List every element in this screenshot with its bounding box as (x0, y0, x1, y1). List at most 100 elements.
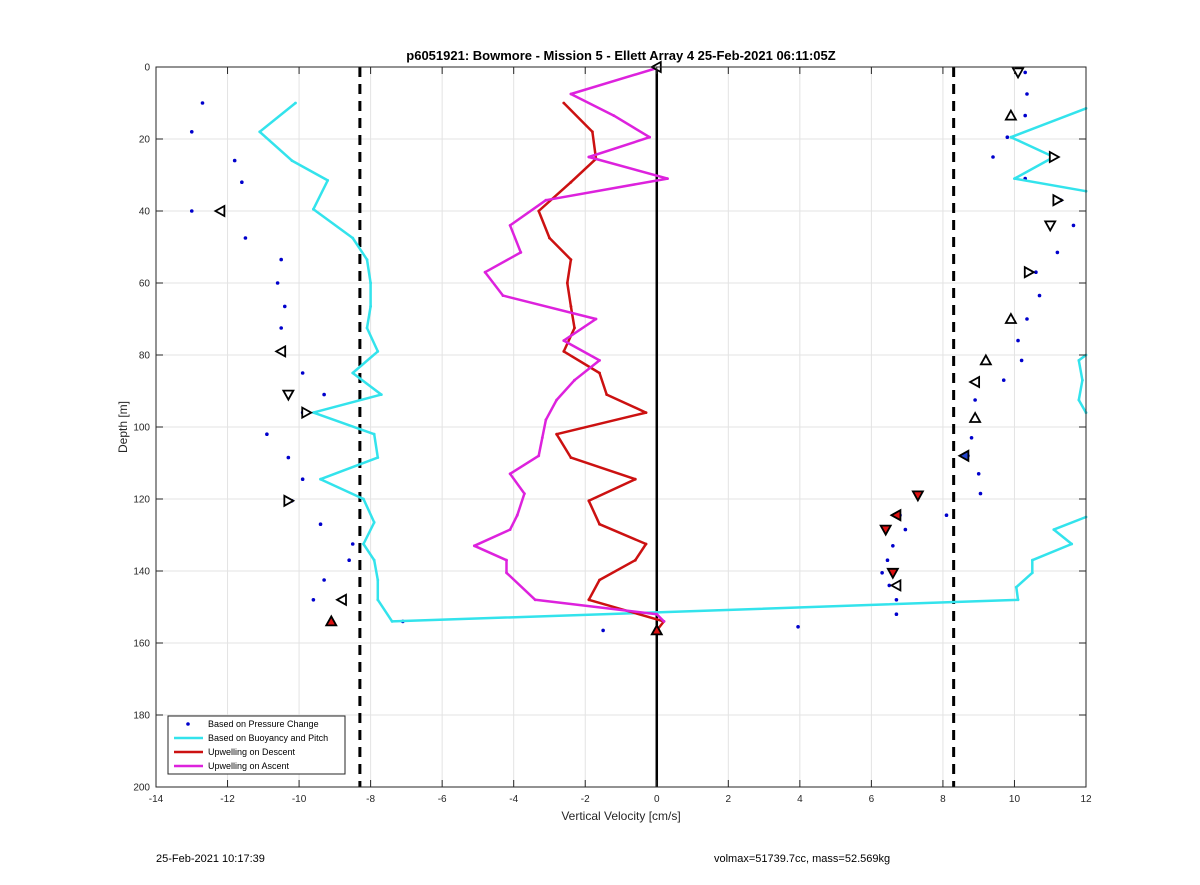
line-vertex (655, 612, 659, 616)
y-tick-label: 0 (144, 63, 150, 74)
data-point (1037, 293, 1042, 298)
line-vertex (501, 294, 505, 297)
line-vertex (598, 371, 601, 375)
marker-triangle (274, 344, 287, 358)
line-vertex (508, 224, 512, 227)
line-vertex (311, 207, 315, 211)
marker-triangle (301, 406, 314, 420)
legend: Based on Pressure Change Based on Buoyanc… (167, 715, 346, 775)
data-point (969, 436, 974, 440)
line-vertex (376, 578, 380, 582)
line-vertex (633, 477, 637, 481)
line-vertex (372, 432, 376, 436)
series-line (258, 102, 1087, 623)
marker-triangle (968, 411, 982, 423)
data-point (275, 281, 280, 285)
footer-summary: volmax=51739.7cc, mass=52.569kg (714, 853, 891, 865)
line-vertex (562, 101, 566, 105)
line-vertex (258, 130, 262, 134)
data-point (944, 513, 949, 517)
data-point (300, 477, 305, 482)
marker-triangle (968, 375, 981, 389)
marker-triangle (324, 614, 338, 627)
axes: -14 -12 -10 -8 -6 -4 -2 0 2 4 6 8 10 1202040608010012… (133, 63, 1092, 806)
x-tick-label: 8 (940, 794, 946, 805)
series-markers (213, 60, 1065, 636)
marker-triangle (283, 494, 296, 508)
series-upwelling-on-descent (537, 101, 666, 632)
line-vertex (372, 521, 376, 524)
line-vertex (555, 398, 559, 402)
data-point (796, 625, 800, 629)
line-vertex (369, 281, 373, 285)
marker-triangle (889, 578, 902, 592)
data-point (282, 304, 287, 309)
line-vertex (326, 179, 330, 182)
line-vertex (1030, 571, 1034, 575)
line-vertex (362, 542, 365, 546)
data-point (880, 571, 884, 575)
line-vertex (644, 542, 648, 546)
line-vertex (533, 598, 537, 602)
line-vertex (587, 499, 591, 503)
y-tick-label: 40 (139, 207, 151, 218)
line-vertex (390, 620, 394, 623)
data-point (243, 236, 248, 240)
data-point (286, 455, 291, 460)
y-tick-label: 180 (133, 711, 150, 722)
line-vertex (594, 317, 598, 321)
line-vertex (311, 411, 315, 414)
data-point (973, 398, 977, 402)
y-tick-label: 100 (133, 423, 150, 434)
line-vertex (544, 418, 548, 422)
line-vertex (569, 180, 573, 184)
marker-triangle (911, 490, 925, 503)
line-vertex (1070, 542, 1074, 546)
data-point (903, 527, 908, 532)
marker-triangle (213, 204, 226, 218)
legend-label: Upwelling on Ascent (208, 761, 290, 771)
line-vertex (376, 598, 380, 602)
x-tick-label: -4 (509, 794, 518, 805)
data-point (265, 432, 269, 437)
data-point (350, 542, 355, 546)
line-vertex (351, 236, 355, 240)
line-vertex (290, 159, 294, 163)
line-vertex (587, 598, 591, 602)
legend-box (167, 715, 346, 775)
line-vertex (365, 326, 369, 330)
data-point (200, 101, 205, 105)
series-layer (189, 60, 1088, 636)
line-vertex (505, 571, 508, 575)
x-tick-label: 10 (1009, 794, 1021, 805)
line-vertex (598, 359, 601, 362)
data-point (894, 598, 899, 602)
marker-triangle (1011, 67, 1025, 80)
legend-label: Based on Pressure Change (208, 719, 319, 729)
line-vertex (1077, 398, 1081, 402)
marker-triangle (335, 593, 347, 607)
line-vertex (544, 198, 548, 202)
data-point (279, 257, 283, 262)
line-vertex (294, 101, 297, 105)
data-point (991, 155, 995, 159)
line-vertex (376, 456, 380, 459)
data-point (1023, 113, 1027, 118)
line-vertex (587, 155, 591, 159)
line-vertex (612, 114, 616, 117)
data-point (1016, 338, 1020, 343)
x-tick-label: -14 (149, 794, 164, 805)
line-vertex (662, 620, 666, 623)
y-tick-label: 20 (139, 135, 151, 146)
line-vertex (1009, 135, 1013, 139)
line-vertex (1081, 378, 1084, 382)
line-vertex (537, 454, 541, 458)
line-vertex (648, 135, 652, 139)
line-vertex (519, 251, 523, 254)
line-vertex (508, 528, 512, 531)
marker-triangle (886, 567, 900, 580)
line-vertex (540, 436, 544, 440)
line-vertex (372, 558, 376, 562)
line-vertex (569, 258, 573, 261)
line-vertex (472, 544, 476, 548)
